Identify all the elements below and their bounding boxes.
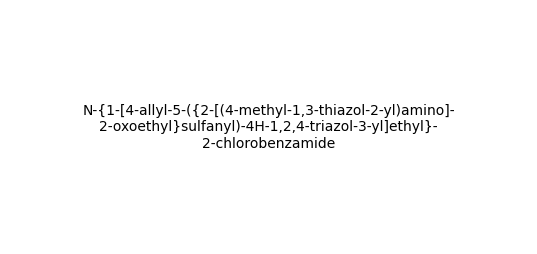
Text: N-{1-[4-allyl-5-({2-[(4-methyl-1,3-thiazol-2-yl)amino]-
2-oxoethyl}sulfanyl)-4H-: N-{1-[4-allyl-5-({2-[(4-methyl-1,3-thiaz… — [82, 104, 455, 150]
